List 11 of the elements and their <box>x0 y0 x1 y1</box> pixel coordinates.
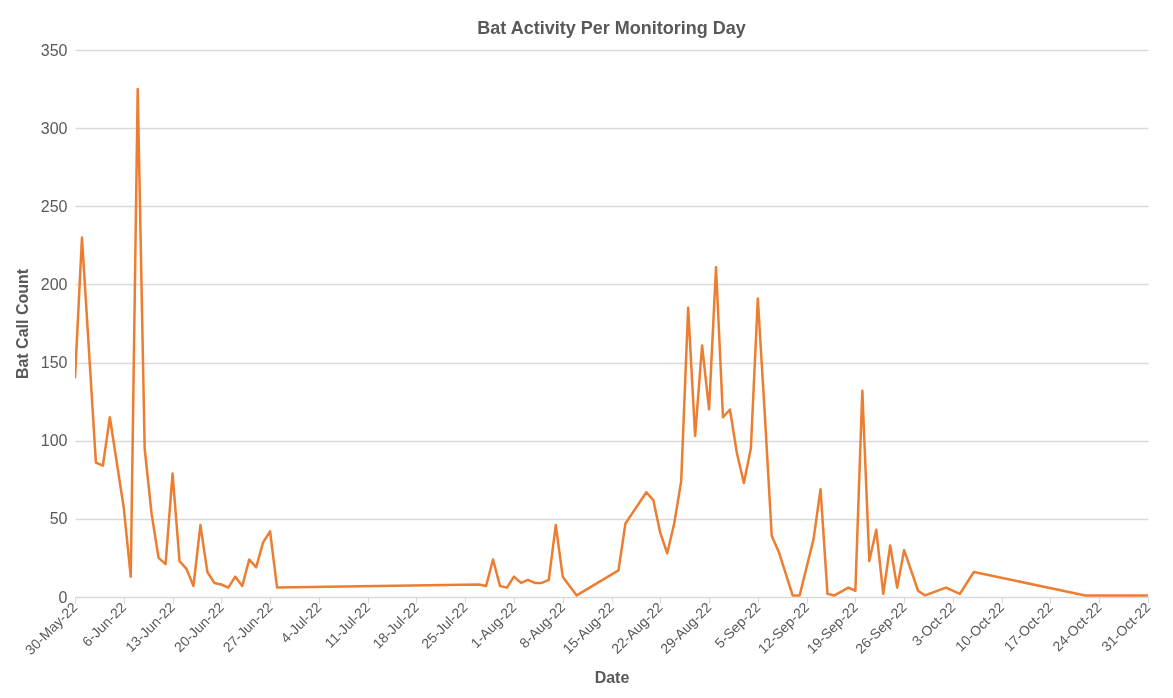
y-tick-label: 0 <box>58 588 68 606</box>
y-tick-label: 100 <box>40 432 68 450</box>
x-axis-title: Date <box>594 668 630 686</box>
chart-title: Bat Activity Per Monitoring Day <box>477 18 746 38</box>
y-axis-title: Bat Call Count <box>13 268 31 380</box>
y-tick-label: 300 <box>40 119 68 137</box>
y-tick-label: 250 <box>40 197 68 215</box>
y-tick-label: 150 <box>40 354 68 372</box>
y-tick-label: 350 <box>40 41 68 59</box>
y-tick-label: 200 <box>40 275 68 293</box>
y-tick-label: 50 <box>49 510 68 528</box>
